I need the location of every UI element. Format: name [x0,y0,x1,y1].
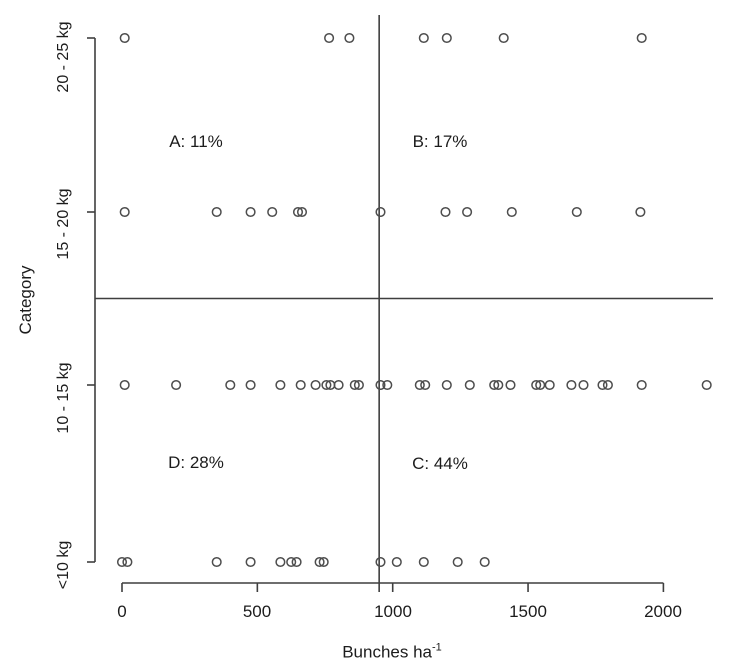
data-point [275,379,286,391]
x-axis-title-base: Bunches ha [342,642,433,662]
quadrant-label-c: C: 44% [412,454,468,473]
data-point [349,379,360,391]
data-point [414,379,425,391]
data-point [635,206,646,218]
data-point [119,206,130,218]
data-point [245,556,256,568]
data-point [375,379,386,391]
data-point [333,379,344,391]
data-point [701,379,712,391]
data-point [211,556,222,568]
data-point [544,379,555,391]
data-point [375,206,386,218]
x-tick-label-500: 500 [242,602,272,621]
data-point [324,32,335,44]
data-point [452,556,463,568]
quadrant-label-a: A: 11% [169,132,223,151]
data-point [566,379,577,391]
data-point [498,32,509,44]
data-point [286,556,297,568]
data-point [292,206,304,218]
data-point [318,556,329,568]
data-point [310,379,321,391]
data-point [382,379,393,391]
data-point [602,379,613,391]
data-point [597,379,608,391]
data-point [441,379,452,391]
data-point [462,206,473,218]
data-point [391,556,402,568]
data-point [535,379,546,391]
data-point [578,379,589,391]
data-point [636,32,647,44]
y-tick-label-20-25: 20 - 25 kg [55,21,72,93]
data-point [344,32,355,44]
y-axis-title: Category [16,265,35,335]
x-tick-label-1500: 1500 [509,602,547,621]
data-point [479,556,490,568]
data-point [493,379,504,391]
y-tick-label-10-15: 10 - 15 kg [55,362,72,434]
data-point [296,206,308,218]
data-point [418,32,429,44]
data-point [291,556,302,568]
x-axis-title: Bunches ha-1 [342,642,442,663]
y-tick-label-lt10: <10 kg [55,540,72,590]
data-point [119,379,130,391]
data-point [245,379,256,391]
data-point [295,379,306,391]
data-point [506,206,517,218]
data-point [505,379,516,391]
data-point [225,379,236,391]
data-point [353,379,364,391]
x-tick-label-2000: 2000 [644,602,682,621]
data-point [171,379,182,391]
data-point [275,556,286,568]
x-axis-title-exponent: -1 [432,641,442,654]
data-point [245,206,256,218]
data-point [418,556,429,568]
data-point [116,556,128,568]
y-tick-label-15-20: 15 - 20 kg [55,188,72,260]
data-point [375,556,386,568]
data-point [636,379,647,391]
data-point [464,379,475,391]
data-point [531,379,542,391]
data-point [440,206,451,218]
x-tick-label-0: 0 [117,602,127,621]
data-point [441,32,452,44]
data-point [489,379,500,391]
quadrant-label-d: D: 28% [168,453,224,472]
data-point [314,556,325,568]
data-point [211,206,222,218]
data-point [122,556,133,568]
data-point [267,206,278,218]
x-tick-label-1000: 1000 [374,602,412,621]
quadrant-label-b: B: 17% [412,132,468,151]
data-point [119,32,130,44]
data-point [571,206,582,218]
data-point [420,379,431,391]
data-point [321,379,332,391]
